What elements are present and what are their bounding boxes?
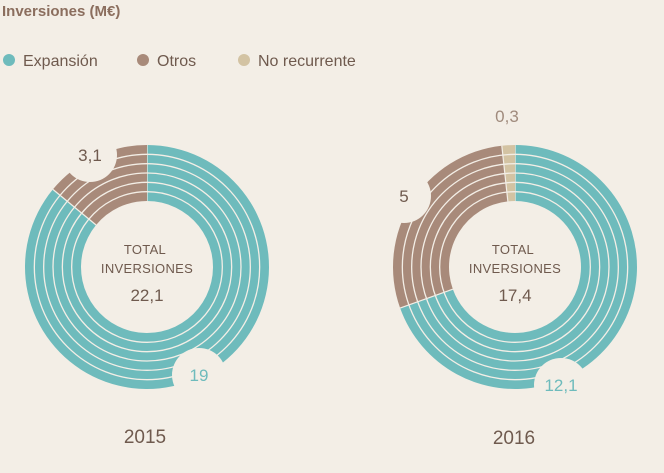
total-value-2016: 17,4 xyxy=(498,286,531,305)
center-label-line1-2015: TOTAL xyxy=(124,242,166,257)
ring-line xyxy=(71,191,223,343)
label-bubble xyxy=(63,128,117,182)
donut-2016: 12,1 5 0,3 xyxy=(377,107,637,412)
legend-item-expansion: Expansión xyxy=(3,53,98,70)
ring-line xyxy=(61,181,233,353)
value-label-2015-otros: 3,1 xyxy=(78,146,102,165)
label-bubble xyxy=(534,358,588,412)
label-bubble xyxy=(377,169,431,223)
legend-item-no-recurrente: No recurrente xyxy=(238,53,356,70)
ring-line xyxy=(33,153,261,381)
legend-label-otros: Otros xyxy=(157,53,196,70)
center-2016: TOTAL INVERSIONES 17,4 xyxy=(469,242,561,305)
ring-line xyxy=(411,163,619,371)
slice-2015-expansion xyxy=(24,145,269,389)
slice-2016-otros xyxy=(393,145,508,309)
legend-swatch-otros xyxy=(137,54,149,66)
value-label-2015-expansion: 19 xyxy=(190,366,209,385)
donut-2015: 193,1 xyxy=(24,128,269,402)
ring-line xyxy=(420,172,610,362)
center-2015: TOTAL INVERSIONES 22,1 xyxy=(101,242,193,305)
ring-line xyxy=(439,191,591,343)
slice-2016-expansion xyxy=(400,145,637,389)
value-label-2016-otros: 5 xyxy=(399,187,408,206)
center-label-line1-2016: TOTAL xyxy=(492,242,534,257)
value-label-2016-expansion: 12,1 xyxy=(544,376,577,395)
legend-label-expansion: Expansión xyxy=(23,53,98,70)
value-label-2016-no_recurrente: 0,3 xyxy=(495,107,519,126)
ring-line xyxy=(43,163,251,371)
legend-item-otros: Otros xyxy=(137,53,196,70)
chart-title: Inversiones (M€) xyxy=(2,3,120,20)
center-label-line2-2016: INVERSIONES xyxy=(469,261,561,276)
year-label-2016: 2016 xyxy=(493,428,535,449)
legend-swatch-no-recurrente xyxy=(238,54,250,66)
legend: Expansión Otros No recurrente xyxy=(3,53,356,70)
ring-line xyxy=(52,172,242,362)
center-label-line2-2015: INVERSIONES xyxy=(101,261,193,276)
year-label-2015: 2015 xyxy=(124,427,166,448)
total-value-2015: 22,1 xyxy=(130,286,163,305)
ring-line xyxy=(401,153,629,381)
ring-line xyxy=(429,181,601,353)
legend-swatch-expansion xyxy=(3,54,15,66)
legend-label-no-recurrente: No recurrente xyxy=(258,53,356,70)
label-bubble xyxy=(172,348,226,402)
